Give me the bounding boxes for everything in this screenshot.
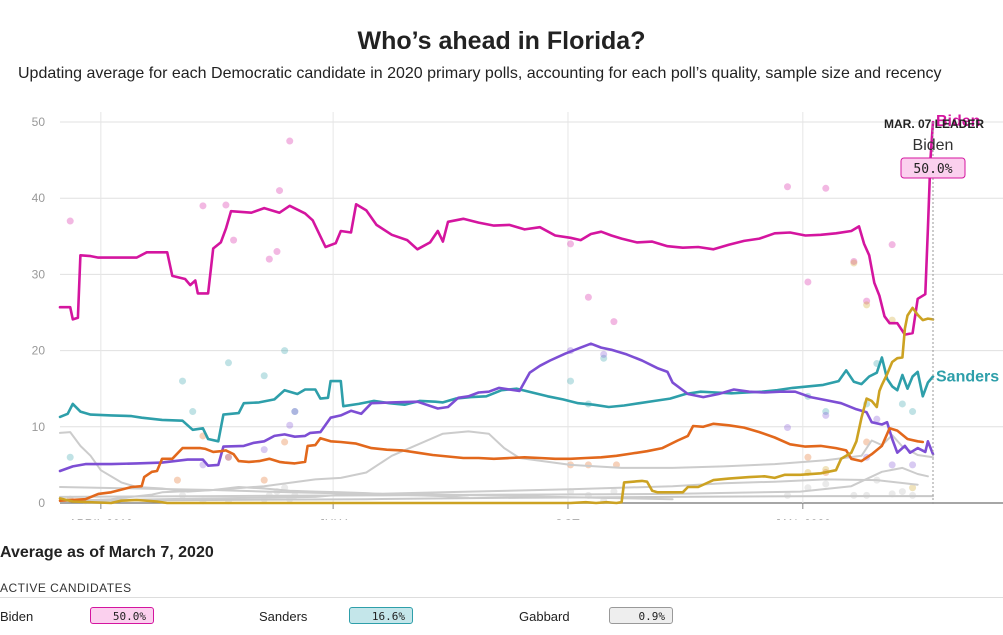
y-tick-label: 0 — [38, 496, 45, 510]
poll-dot-other — [898, 488, 906, 496]
y-tick-label: 50 — [32, 115, 46, 129]
candidate-value-sanders: 16.6% — [349, 607, 413, 624]
poll-dot-warren — [822, 411, 830, 419]
series-end-label-sanders: Sanders — [936, 369, 999, 386]
leader-date-label: MAR. 07 LEADER — [884, 117, 984, 131]
candidate-value-gabbard: 0.9% — [609, 607, 673, 624]
poll-dot-other — [822, 480, 830, 488]
poll-dot-warren — [888, 461, 896, 469]
poll-dot-warren — [291, 408, 299, 416]
series-line-biden — [58, 120, 935, 336]
poll-dot-harris — [260, 476, 268, 484]
candidate-value-biden: 50.0% — [90, 607, 154, 624]
x-tick-label: JAN. 2020 — [775, 517, 831, 520]
page-subtitle: Updating average for each Democratic can… — [18, 65, 942, 82]
poll-dot-biden — [863, 297, 871, 305]
page-title: Who’s ahead in Florida? — [357, 27, 646, 55]
poll-dot-biden — [273, 248, 281, 256]
y-tick-label: 30 — [32, 267, 46, 281]
poll-dot-warren — [909, 461, 917, 469]
poll-dot-sanders — [281, 347, 289, 355]
poll-dot-sanders — [260, 372, 268, 380]
poll-dot-bloomberg — [850, 259, 858, 267]
candidate-name-biden: Biden — [0, 609, 34, 624]
poll-dot-sanders — [224, 359, 232, 367]
series-line-yang — [59, 478, 919, 502]
leader-name-label: Biden — [913, 137, 954, 154]
poll-dot-biden — [804, 278, 812, 286]
poll-dot-warren — [260, 446, 268, 454]
table-divider — [0, 597, 1003, 598]
poll-dot-biden — [888, 241, 896, 249]
poll-dot-sanders — [600, 354, 608, 362]
poll-dot-biden — [822, 184, 830, 192]
x-tick-label: JULY — [319, 517, 347, 520]
poll-dot-sanders — [567, 377, 575, 385]
y-tick-label: 40 — [32, 191, 46, 205]
series-end-label-biden: Biden — [936, 113, 980, 130]
y-gridlines — [60, 121, 1003, 504]
series-line-sanders — [58, 356, 935, 443]
x-tick-label: OCT. — [554, 517, 581, 520]
poll-dot-warren — [873, 415, 881, 423]
poll-dot-other — [804, 484, 812, 492]
poll-dot-sanders — [189, 408, 197, 416]
poll-dot-bloomberg — [888, 316, 896, 324]
poll-dot-bloomberg — [909, 484, 917, 492]
leader-value-badge — [900, 157, 966, 179]
poll-dot-sanders — [898, 400, 906, 408]
poll-dot-warren — [224, 453, 232, 461]
poll-dot-biden — [222, 201, 230, 209]
poll-dot-warren — [784, 424, 791, 432]
y-tick-label: 10 — [32, 420, 46, 434]
series-line-bloomberg — [58, 306, 935, 505]
poll-dot-sanders — [291, 408, 299, 416]
average-heading: Average as of March 7, 2020 — [0, 544, 214, 561]
series-lines — [58, 120, 935, 505]
poll-dot-warren — [600, 350, 608, 358]
poll-dot-biden — [276, 187, 284, 195]
poll-dot-biden — [286, 137, 294, 145]
poll-dot-biden — [610, 318, 618, 326]
leader-annotation[interactable]: MAR. 07 LEADER Biden 50.0% — [884, 117, 984, 505]
poll-dot-biden — [265, 255, 273, 263]
poll-dot-biden — [230, 236, 238, 244]
poll-dot-harris — [281, 438, 289, 446]
series-line-gabbard — [59, 495, 934, 502]
poll-dot-sanders — [179, 377, 187, 385]
x-tick-labels: APRIL 2019 JULY OCT. JAN. 2020 — [69, 517, 831, 520]
leader-value-label: 50.0% — [913, 162, 952, 177]
poll-dot-biden — [584, 293, 592, 301]
active-candidates-label: ACTIVE CANDIDATES — [0, 581, 132, 595]
poll-dot-biden — [199, 202, 207, 210]
series-end-labels: Biden Sanders — [936, 113, 999, 386]
y-tick-labels: 0 10 20 30 40 50 — [32, 115, 46, 510]
series-line-klobuchar — [59, 466, 929, 498]
candidate-name-sanders: Sanders — [259, 609, 308, 624]
poll-dot-biden — [850, 257, 858, 265]
series-line-buttigieg — [59, 430, 934, 503]
poll-dot-bloomberg — [863, 301, 871, 309]
poll-dot-harris — [224, 453, 232, 461]
poll-dot-sanders — [66, 453, 74, 461]
poll-dot-sanders — [822, 408, 830, 416]
poll-dot-biden — [66, 217, 74, 225]
poll-dot-harris — [173, 476, 181, 484]
x-tick-label: APRIL 2019 — [69, 517, 134, 520]
series-line-booker — [59, 486, 674, 501]
poll-dot-harris — [804, 453, 812, 461]
poll-dot-biden — [567, 240, 575, 248]
candidate-name-gabbard: Gabbard — [519, 609, 570, 624]
poll-dot-warren — [286, 421, 294, 429]
series-line-warren — [58, 342, 935, 473]
poll-dot-sanders — [909, 408, 917, 416]
poll-dot-biden — [784, 183, 791, 191]
series-line-harris — [58, 422, 925, 502]
y-tick-label: 20 — [32, 344, 46, 358]
